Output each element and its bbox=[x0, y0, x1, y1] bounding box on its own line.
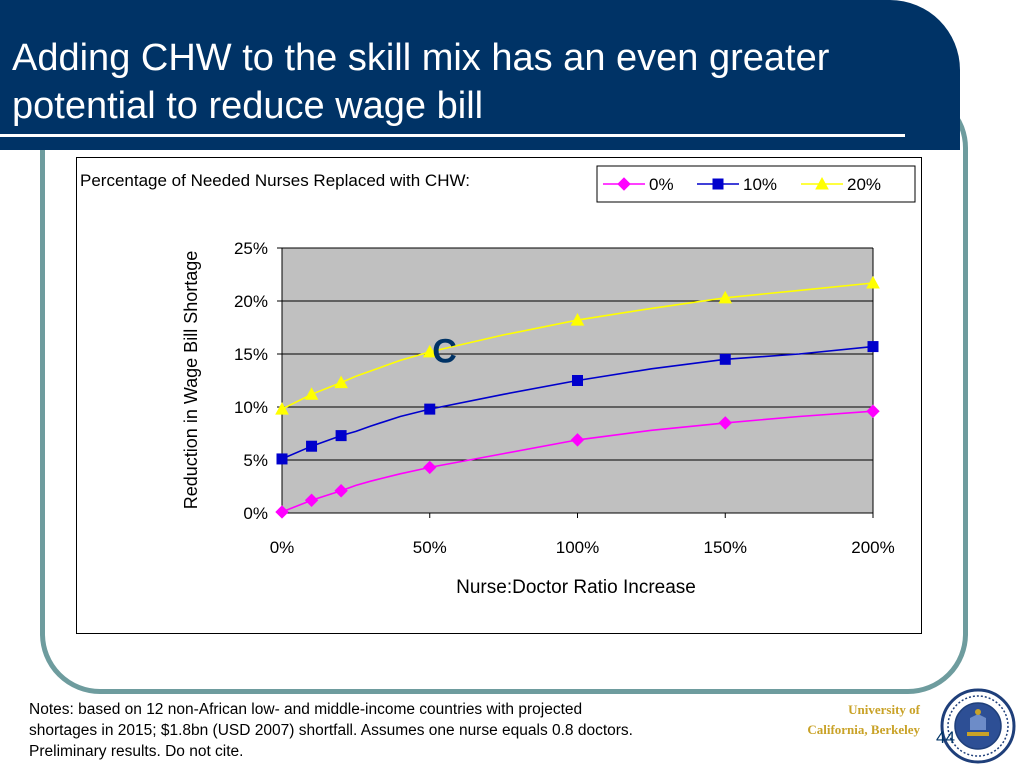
slide-title-line-1: Adding CHW to the skill mix has an even … bbox=[12, 37, 830, 79]
y-axis-title: Reduction in Wage Bill Shortage bbox=[181, 251, 201, 509]
note-line-3: Preliminary results. Do not cite. bbox=[29, 743, 244, 760]
legend-title: Percentage of Needed Nurses Replaced wit… bbox=[80, 171, 470, 190]
data-point-s1 bbox=[572, 375, 583, 386]
legend-marker-2 bbox=[815, 176, 829, 190]
x-tick-label: 50% bbox=[413, 538, 447, 557]
chart: 0% 5% 10% 15% 20% 25% 0% 50% 100% 150% 200% C Nurse:… bbox=[76, 157, 922, 634]
note-line-1: Notes: based on 12 non-African low- and … bbox=[29, 701, 583, 718]
data-point-s2 bbox=[275, 402, 289, 415]
university-seal-icon bbox=[940, 688, 1016, 764]
data-point-s1 bbox=[867, 341, 879, 353]
slide-title-line-2: potential to reduce wage bill bbox=[12, 85, 484, 127]
y-tick-label: 25% bbox=[234, 239, 268, 258]
data-point-s2 bbox=[718, 290, 733, 304]
legend-marker-0 bbox=[617, 177, 631, 191]
x-tick-label: 0% bbox=[270, 538, 295, 557]
university-line-2: California, Berkeley bbox=[807, 722, 920, 737]
y-tick-label: 20% bbox=[234, 292, 268, 311]
y-tick-label: 5% bbox=[243, 451, 268, 470]
legend-marker-1 bbox=[712, 178, 724, 190]
data-point-s2 bbox=[422, 344, 437, 358]
data-point-s0 bbox=[570, 433, 585, 447]
y-tick-label: 10% bbox=[234, 398, 268, 417]
legend-label-1: 10% bbox=[743, 175, 777, 194]
data-point-s0 bbox=[334, 484, 348, 498]
data-point-s0 bbox=[866, 404, 880, 418]
data-point-s1 bbox=[335, 430, 347, 442]
note-line-2: shortages in 2015; $1.8bn (USD 2007) sho… bbox=[29, 722, 633, 739]
data-point-s0 bbox=[275, 505, 289, 519]
y-tick-label: 0% bbox=[243, 504, 268, 523]
slide-title: Adding CHW to the skill mix has an even … bbox=[12, 34, 912, 130]
data-point-s1 bbox=[424, 403, 436, 415]
data-point-s2 bbox=[570, 313, 585, 326]
legend-label-2: 20% bbox=[847, 175, 881, 194]
data-point-s1 bbox=[276, 453, 288, 465]
x-tick-label: 100% bbox=[556, 538, 599, 557]
slide-notes: Notes: based on 12 non-African low- and … bbox=[29, 699, 819, 762]
legend-label-0: 0% bbox=[649, 175, 674, 194]
data-point-s2 bbox=[304, 387, 319, 400]
data-point-s0 bbox=[423, 460, 437, 475]
y-tick-label: 15% bbox=[234, 345, 268, 364]
data-point-s0 bbox=[304, 493, 319, 507]
data-point-s1 bbox=[719, 353, 731, 365]
data-point-s2 bbox=[334, 375, 348, 389]
x-tick-label: 200% bbox=[851, 538, 894, 557]
title-bar bbox=[0, 0, 960, 150]
university-wordmark: University of California, Berkeley bbox=[766, 700, 920, 740]
x-axis-title: Nurse:Doctor Ratio Increase bbox=[456, 577, 696, 598]
x-tick-label: 150% bbox=[704, 538, 747, 557]
data-point-s1 bbox=[306, 440, 318, 452]
data-point-s2 bbox=[866, 275, 880, 289]
page-number: 44 bbox=[936, 728, 955, 747]
university-line-1: University of bbox=[848, 702, 920, 717]
chart-annotation: C bbox=[432, 332, 457, 370]
title-underline bbox=[0, 134, 905, 137]
legend-box bbox=[596, 165, 916, 203]
chart-svg: 0% 5% 10% 15% 20% 25% 0% 50% 100% 150% 200% C Nurse:… bbox=[80, 165, 916, 598]
data-point-s0 bbox=[718, 416, 732, 430]
